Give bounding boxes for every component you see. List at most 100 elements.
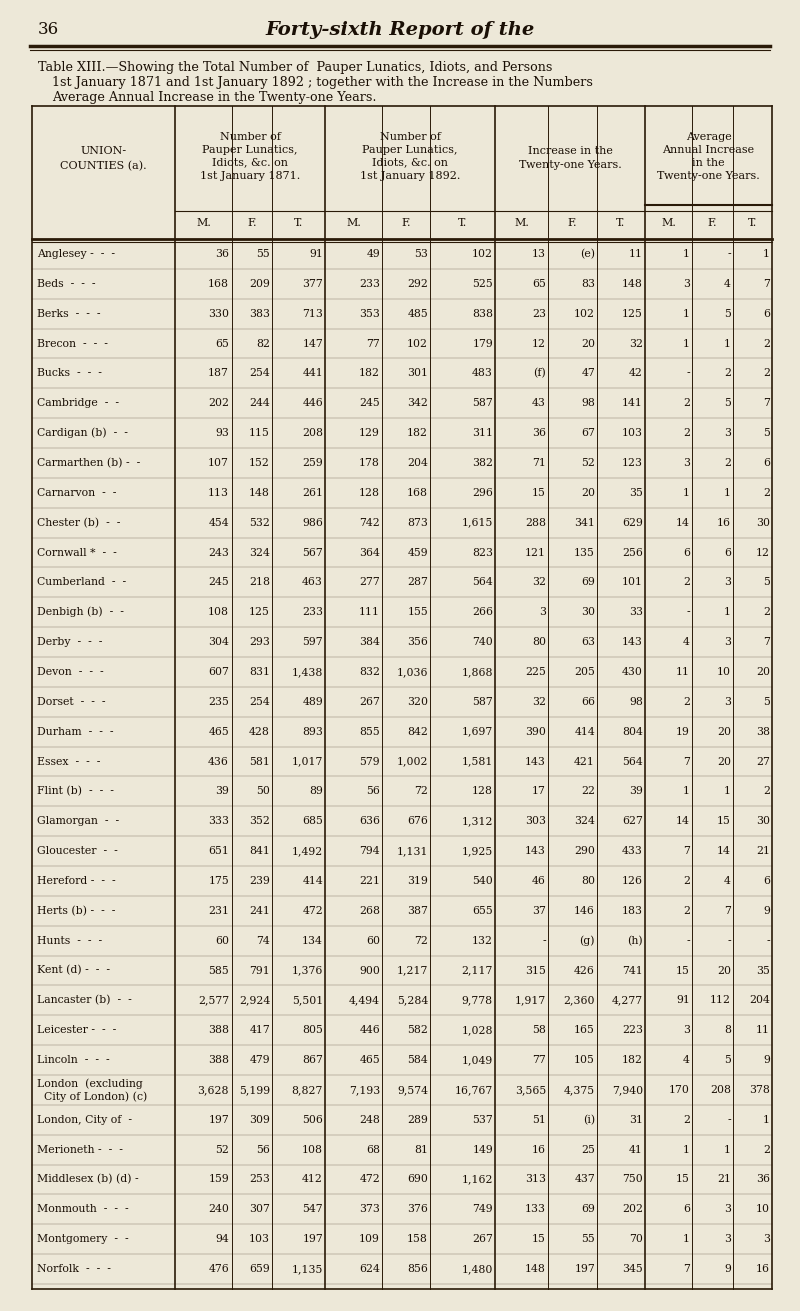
- Text: 197: 197: [208, 1114, 229, 1125]
- Text: 158: 158: [407, 1234, 428, 1244]
- Text: 1: 1: [683, 249, 690, 260]
- Text: 476: 476: [208, 1264, 229, 1274]
- Text: 832: 832: [359, 667, 380, 676]
- Text: 240: 240: [208, 1205, 229, 1214]
- Text: 32: 32: [629, 338, 643, 349]
- Text: 23: 23: [532, 308, 546, 319]
- Text: 20: 20: [756, 667, 770, 676]
- Text: 292: 292: [407, 279, 428, 288]
- Text: 256: 256: [622, 548, 643, 557]
- Text: -: -: [542, 936, 546, 945]
- Text: 6: 6: [724, 548, 731, 557]
- Text: 2: 2: [683, 696, 690, 707]
- Text: Gloucester  -  -: Gloucester - -: [37, 846, 118, 856]
- Text: 36: 36: [532, 429, 546, 438]
- Text: 867: 867: [302, 1055, 323, 1065]
- Text: 21: 21: [717, 1175, 731, 1185]
- Text: 98: 98: [629, 696, 643, 707]
- Text: 39: 39: [629, 787, 643, 796]
- Text: 65: 65: [532, 279, 546, 288]
- Text: 597: 597: [302, 637, 323, 648]
- Text: 108: 108: [302, 1145, 323, 1155]
- Text: 2: 2: [683, 906, 690, 916]
- Text: 9: 9: [763, 1055, 770, 1065]
- Text: 155: 155: [407, 607, 428, 617]
- Text: F.: F.: [247, 218, 257, 228]
- Text: 465: 465: [208, 726, 229, 737]
- Text: 296: 296: [472, 488, 493, 498]
- Text: 1,697: 1,697: [462, 726, 493, 737]
- Text: 111: 111: [359, 607, 380, 617]
- Text: 7: 7: [763, 279, 770, 288]
- Text: Brecon  -  -  -: Brecon - - -: [37, 338, 108, 349]
- Text: 1,002: 1,002: [397, 756, 428, 767]
- Text: 22: 22: [581, 787, 595, 796]
- Text: 25: 25: [581, 1145, 595, 1155]
- Text: 179: 179: [472, 338, 493, 349]
- Text: 267: 267: [472, 1234, 493, 1244]
- Text: 2: 2: [683, 1114, 690, 1125]
- Text: 7: 7: [683, 756, 690, 767]
- Text: 320: 320: [407, 696, 428, 707]
- Text: 585: 585: [208, 965, 229, 975]
- Text: 14: 14: [676, 518, 690, 527]
- Text: 19: 19: [676, 726, 690, 737]
- Text: 4,494: 4,494: [349, 995, 380, 1006]
- Text: 805: 805: [302, 1025, 323, 1036]
- Text: 41: 41: [629, 1145, 643, 1155]
- Text: 2,577: 2,577: [198, 995, 229, 1006]
- Text: 750: 750: [622, 1175, 643, 1185]
- Text: 14: 14: [676, 817, 690, 826]
- Text: 245: 245: [208, 577, 229, 587]
- Text: Dorset  -  -  -: Dorset - - -: [37, 696, 106, 707]
- Text: 102: 102: [574, 308, 595, 319]
- Text: 4: 4: [683, 1055, 690, 1065]
- Text: 3: 3: [683, 279, 690, 288]
- Text: 197: 197: [574, 1264, 595, 1274]
- Text: 12: 12: [756, 548, 770, 557]
- Text: Average Annual Increase in the Twenty-one Years.: Average Annual Increase in the Twenty-on…: [52, 90, 377, 104]
- Text: 352: 352: [249, 817, 270, 826]
- Text: 91: 91: [309, 249, 323, 260]
- Text: 1,028: 1,028: [462, 1025, 493, 1036]
- Text: 182: 182: [407, 429, 428, 438]
- Text: 2: 2: [763, 368, 770, 379]
- Text: 16,767: 16,767: [454, 1086, 493, 1095]
- Text: -: -: [686, 368, 690, 379]
- Text: 345: 345: [622, 1264, 643, 1274]
- Text: 14: 14: [717, 846, 731, 856]
- Text: 146: 146: [574, 906, 595, 916]
- Text: 132: 132: [472, 936, 493, 945]
- Text: 290: 290: [574, 846, 595, 856]
- Text: Devon  -  -  -: Devon - - -: [37, 667, 104, 676]
- Text: 629: 629: [622, 518, 643, 527]
- Text: 2: 2: [763, 1145, 770, 1155]
- Text: Hunts  -  -  -: Hunts - - -: [37, 936, 102, 945]
- Text: M.: M.: [514, 218, 529, 228]
- Text: 579: 579: [359, 756, 380, 767]
- Text: 81: 81: [414, 1145, 428, 1155]
- Text: 1,162: 1,162: [462, 1175, 493, 1185]
- Text: 102: 102: [407, 338, 428, 349]
- Text: 2,924: 2,924: [238, 995, 270, 1006]
- Text: 30: 30: [756, 518, 770, 527]
- Text: 204: 204: [407, 458, 428, 468]
- Text: London  (excluding: London (excluding: [37, 1078, 142, 1088]
- Text: 1,615: 1,615: [462, 518, 493, 527]
- Text: 831: 831: [249, 667, 270, 676]
- Text: UNION-: UNION-: [81, 146, 126, 156]
- Text: Cambridge  -  -: Cambridge - -: [37, 399, 119, 408]
- Text: 33: 33: [629, 607, 643, 617]
- Text: 143: 143: [622, 637, 643, 648]
- Text: 463: 463: [302, 577, 323, 587]
- Text: 472: 472: [302, 906, 323, 916]
- Text: 39: 39: [215, 787, 229, 796]
- Text: 15: 15: [532, 488, 546, 498]
- Text: 659: 659: [250, 1264, 270, 1274]
- Text: 20: 20: [581, 338, 595, 349]
- Text: 7: 7: [763, 637, 770, 648]
- Text: F.: F.: [708, 218, 718, 228]
- Text: 436: 436: [208, 756, 229, 767]
- Text: 36: 36: [756, 1175, 770, 1185]
- Text: 35: 35: [629, 488, 643, 498]
